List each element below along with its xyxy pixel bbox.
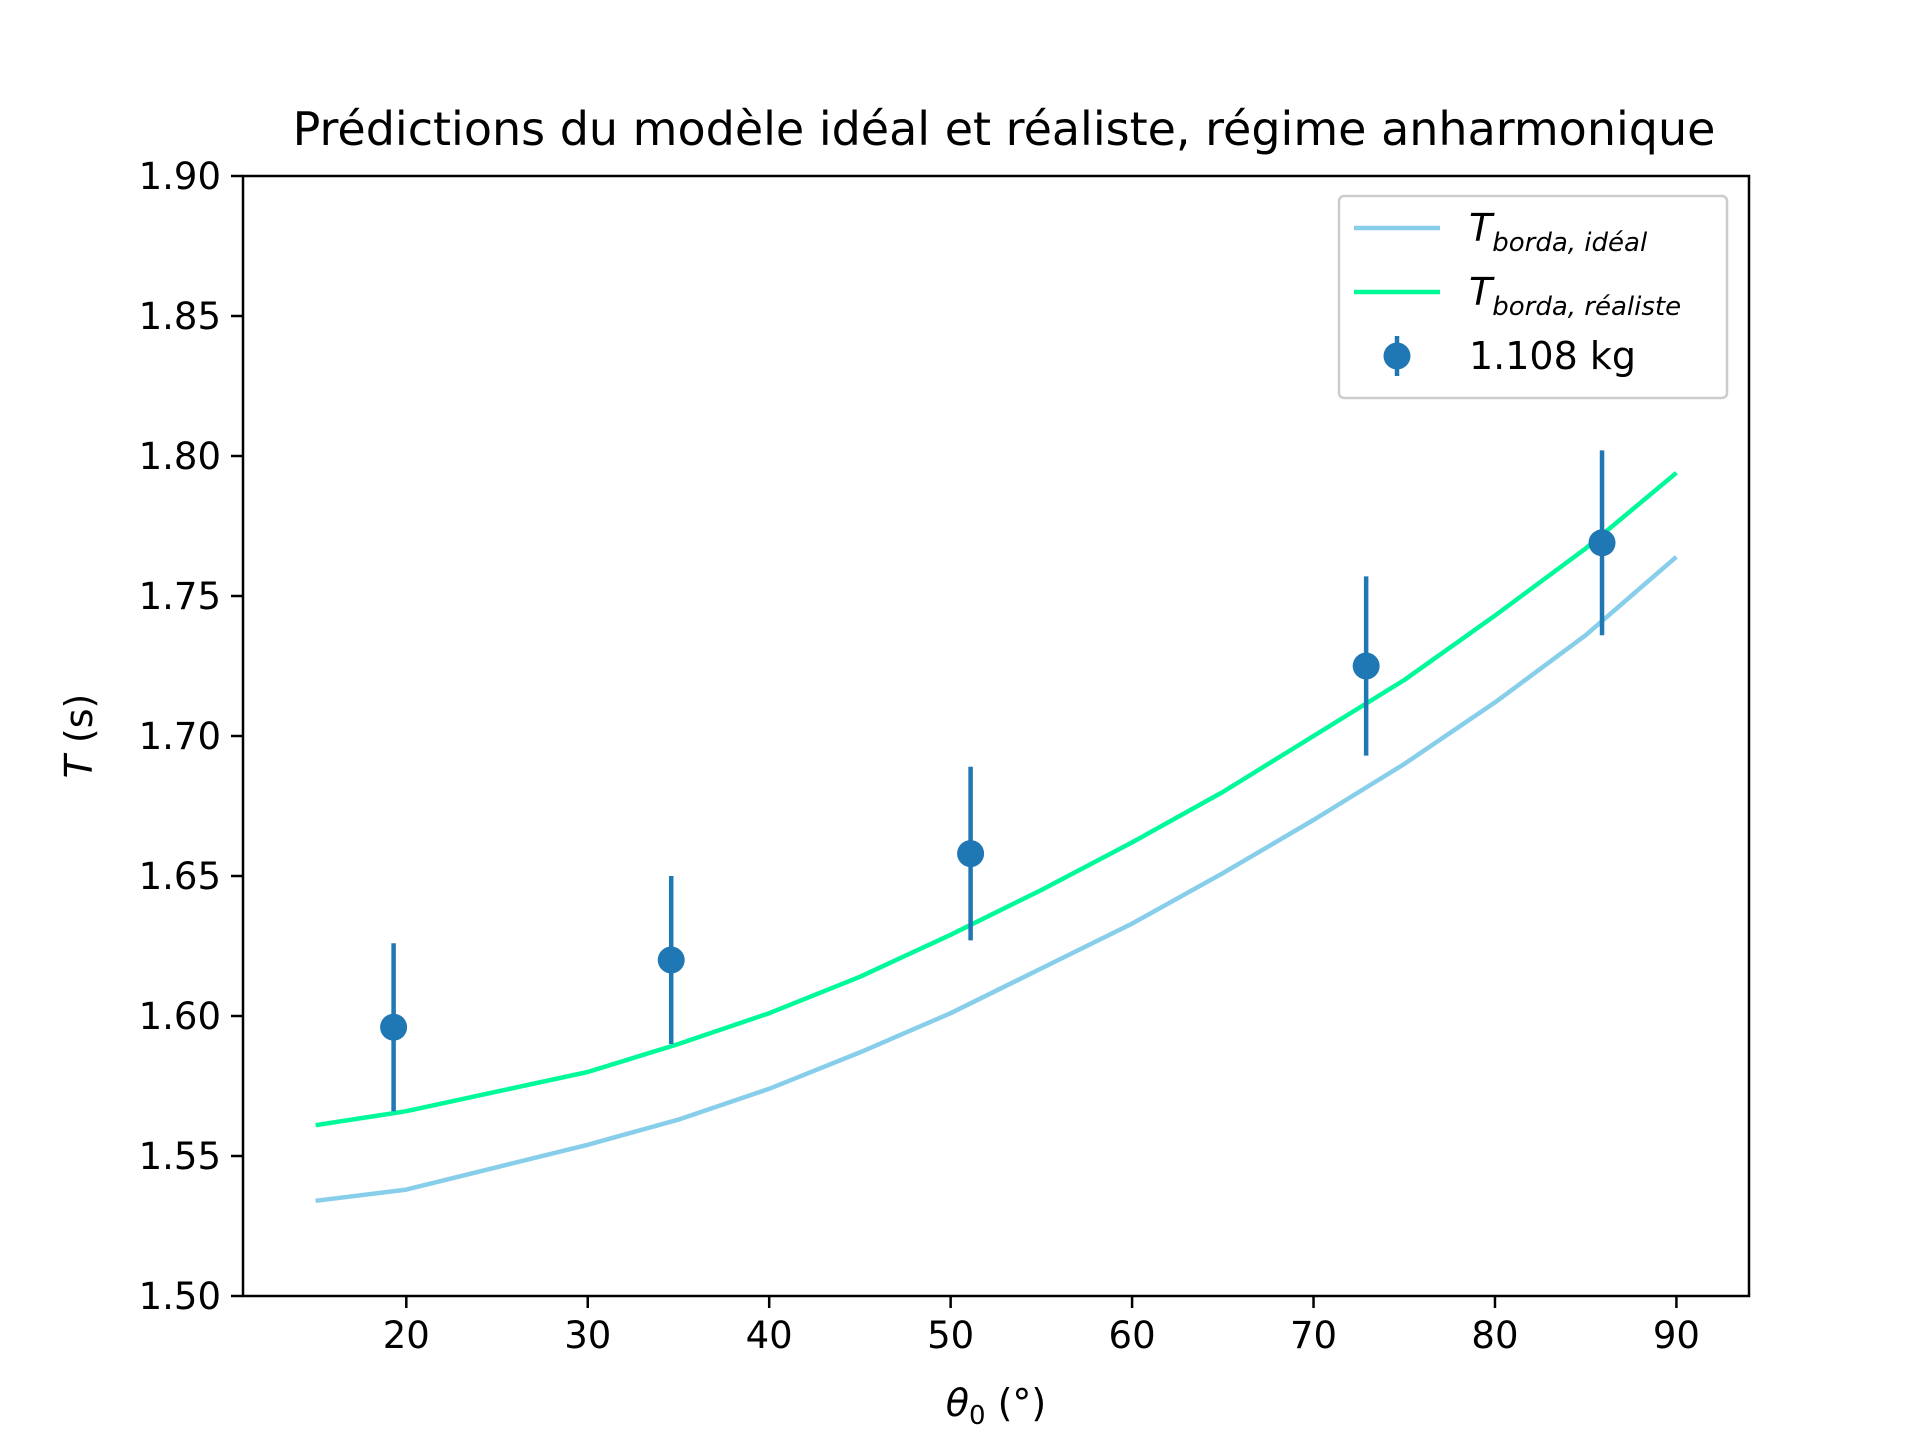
series-layer bbox=[315, 450, 1678, 1204]
series-line-0 bbox=[315, 555, 1678, 1204]
y-axis-ticks: 1.50 1.55 1.60 1.65 1.70 1.75 1.80 1.85 1.90 bbox=[139, 155, 243, 1318]
y-axis-label: T (s) bbox=[57, 694, 101, 779]
y-tick-label: 1.65 bbox=[139, 855, 221, 898]
legend-swatch-point bbox=[1383, 342, 1411, 370]
x-tick-label: 40 bbox=[746, 1314, 793, 1357]
y-tick-label: 1.85 bbox=[139, 295, 221, 338]
series-line-1 bbox=[315, 471, 1678, 1128]
x-tick-label: 30 bbox=[564, 1314, 611, 1357]
legend-label-2: 1.108 kg bbox=[1469, 334, 1636, 378]
y-tick-label: 1.70 bbox=[139, 715, 221, 758]
data-point bbox=[657, 946, 685, 974]
x-tick-label: 70 bbox=[1290, 1314, 1337, 1357]
chart-title: Prédictions du modèle idéal et réaliste,… bbox=[293, 102, 1716, 156]
y-tick-label: 1.55 bbox=[139, 1135, 221, 1178]
legend-label-1: Tborda, réaliste bbox=[1469, 270, 1681, 322]
y-tick-label: 1.60 bbox=[139, 995, 221, 1038]
y-tick-label: 1.50 bbox=[139, 1275, 221, 1318]
y-tick-label: 1.90 bbox=[139, 155, 221, 198]
y-tick-label: 1.80 bbox=[139, 435, 221, 478]
x-tick-label: 60 bbox=[1109, 1314, 1156, 1357]
y-tick-label: 1.75 bbox=[139, 575, 221, 618]
data-point bbox=[1352, 652, 1380, 680]
data-point bbox=[957, 840, 985, 868]
x-tick-label: 20 bbox=[383, 1314, 430, 1357]
data-point bbox=[1588, 529, 1616, 557]
x-tick-label: 80 bbox=[1471, 1314, 1518, 1357]
data-point bbox=[380, 1013, 408, 1041]
x-tick-label: 50 bbox=[927, 1314, 974, 1357]
legend-label-0: Tborda, idéal bbox=[1469, 206, 1648, 258]
x-axis-label: θ0 (°) bbox=[946, 1381, 1047, 1431]
legend-box bbox=[1337, 194, 1729, 400]
x-tick-label: 90 bbox=[1653, 1314, 1700, 1357]
x-axis-ticks: 20 30 40 50 60 70 80 90 bbox=[383, 1296, 1700, 1357]
legend: Tborda, idéal Tborda, réaliste 1.108 kg bbox=[1337, 194, 1729, 400]
